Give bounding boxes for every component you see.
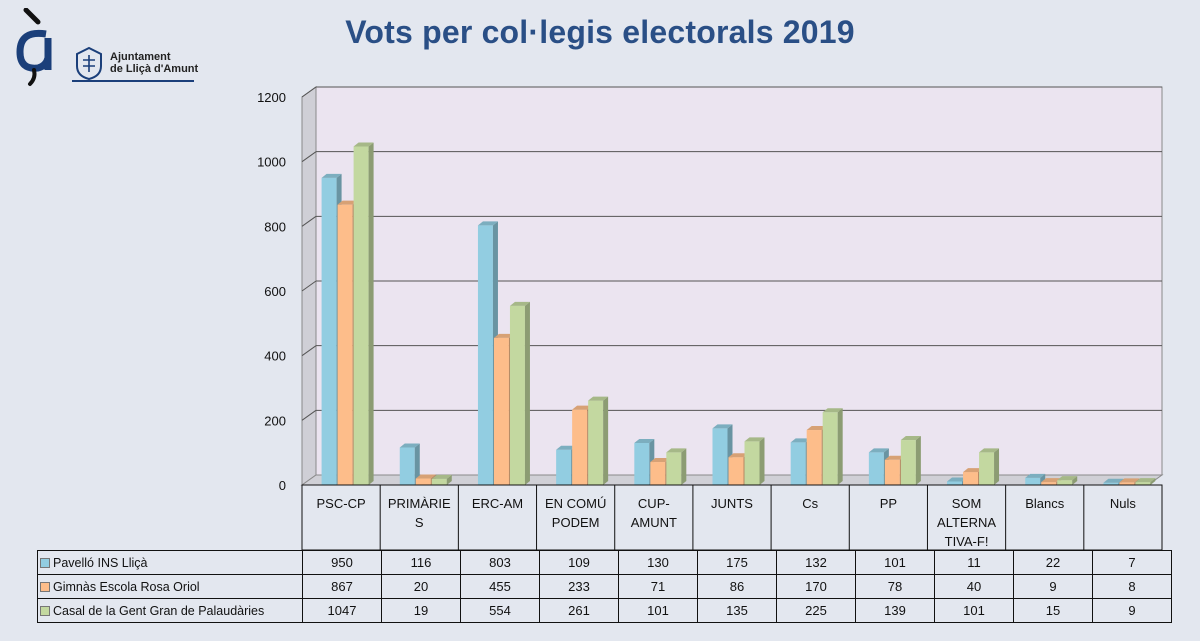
y-tick-label: 1200 <box>257 90 286 105</box>
logo-a-glyph <box>16 8 52 86</box>
category-label: TIVA-F! <box>945 534 989 549</box>
gridline-side <box>301 86 317 98</box>
category-label: S <box>415 515 424 530</box>
table-row: Gimnàs Escola Rosa Oriol 867 20 455 233 71 86 1… <box>37 574 1172 599</box>
table-cell: 101 <box>855 550 935 575</box>
legend-swatch <box>40 558 50 569</box>
table-cell: 101 <box>934 598 1014 623</box>
series-legend-label: Pavelló INS Lliçà <box>37 550 303 575</box>
series-name: Gimnàs Escola Rosa Oriol <box>53 579 200 594</box>
table-cell: 19 <box>381 598 461 623</box>
category-label: PSC-CP <box>317 496 366 511</box>
series-name: Pavelló INS Lliçà <box>53 555 148 570</box>
table-cell: 109 <box>539 550 619 575</box>
table-cell: 86 <box>697 574 777 599</box>
table-cell: 7 <box>1092 550 1172 575</box>
category-axis-box <box>301 484 1163 551</box>
category-label: Blancs <box>1025 496 1065 511</box>
table-cell: 554 <box>460 598 540 623</box>
logo: Ajuntament de Lliçà d'Amunt <box>8 8 198 88</box>
y-tick-label: 0 <box>279 478 286 493</box>
category-label: SOM <box>952 496 982 511</box>
bar <box>1057 476 1078 485</box>
bar <box>979 448 1000 485</box>
bar <box>509 301 530 485</box>
table-cell: 9 <box>1013 574 1093 599</box>
bar <box>744 437 765 485</box>
legend-swatch <box>40 582 50 593</box>
table-cell: 20 <box>381 574 461 599</box>
y-tick-label: 800 <box>264 219 286 234</box>
bar <box>588 396 609 485</box>
legend-swatch <box>40 606 50 617</box>
table-cell: 9 <box>1092 598 1172 623</box>
category-label: PODEM <box>552 515 600 530</box>
table-cell: 11 <box>934 550 1014 575</box>
table-cell: 261 <box>539 598 619 623</box>
chart-title: Vots per col·legis electorals 2019 <box>345 14 855 50</box>
table-cell: 135 <box>697 598 777 623</box>
y-tick-label: 600 <box>264 284 286 299</box>
table-cell: 101 <box>618 598 698 623</box>
table-cell: 867 <box>302 574 382 599</box>
org-name-line1: Ajuntament <box>110 51 171 63</box>
table-cell: 950 <box>302 550 382 575</box>
table-cell: 116 <box>381 550 461 575</box>
category-label: Nuls <box>1110 496 1137 511</box>
table-cell: 40 <box>934 574 1014 599</box>
table-cell: 22 <box>1013 550 1093 575</box>
gridline-side <box>301 345 317 357</box>
table-cell: 15 <box>1013 598 1093 623</box>
table-cell: 170 <box>776 574 856 599</box>
logo-underline <box>72 80 194 82</box>
category-label: PRIMÀRIE <box>388 496 451 511</box>
gridline-side <box>301 280 317 292</box>
data-table: Pavelló INS Lliçà 950 116 803 109 130 175 132 10… <box>37 550 1172 623</box>
category-label: Cs <box>802 496 818 511</box>
table-cell: 233 <box>539 574 619 599</box>
bar <box>822 408 843 485</box>
y-tick-label: 400 <box>264 349 286 364</box>
category-label: ERC-AM <box>472 496 523 511</box>
series-name: Casal de la Gent Gran de Palaudàries <box>53 603 265 618</box>
bar <box>353 142 374 485</box>
series-legend-label: Gimnàs Escola Rosa Oriol <box>37 574 303 599</box>
table-cell: 225 <box>776 598 856 623</box>
bar <box>399 443 420 485</box>
category-label: AMUNT <box>631 515 677 530</box>
gridline-side <box>301 409 317 421</box>
gridline-side <box>301 151 317 163</box>
category-label: EN COMÚ <box>545 496 606 511</box>
table-cell: 78 <box>855 574 935 599</box>
table-cell: 1047 <box>302 598 382 623</box>
table-cell: 132 <box>776 550 856 575</box>
gridline-side <box>301 215 317 227</box>
category-label: CUP- <box>638 496 670 511</box>
table-row: Casal de la Gent Gran de Palaudàries 1047… <box>37 598 1172 623</box>
crest-icon <box>76 46 102 80</box>
table-cell: 175 <box>697 550 777 575</box>
category-label: PP <box>880 496 897 511</box>
table-cell: 130 <box>618 550 698 575</box>
table-cell: 8 <box>1092 574 1172 599</box>
table-cell: 455 <box>460 574 540 599</box>
bar <box>900 436 921 485</box>
table-cell: 71 <box>618 574 698 599</box>
table-cell: 803 <box>460 550 540 575</box>
series-legend-label: Casal de la Gent Gran de Palaudàries <box>37 598 303 623</box>
y-tick-label: 1000 <box>257 155 286 170</box>
y-tick-label: 200 <box>264 413 286 428</box>
table-row: Pavelló INS Lliçà 950 116 803 109 130 175 132 10… <box>37 550 1172 575</box>
bar <box>431 474 452 485</box>
category-label: JUNTS <box>711 496 753 511</box>
table-cell: 139 <box>855 598 935 623</box>
bar <box>1135 478 1156 485</box>
category-label: ALTERNA <box>937 515 996 530</box>
org-name-line2: de Lliçà d'Amunt <box>110 63 199 75</box>
bar <box>666 448 687 485</box>
